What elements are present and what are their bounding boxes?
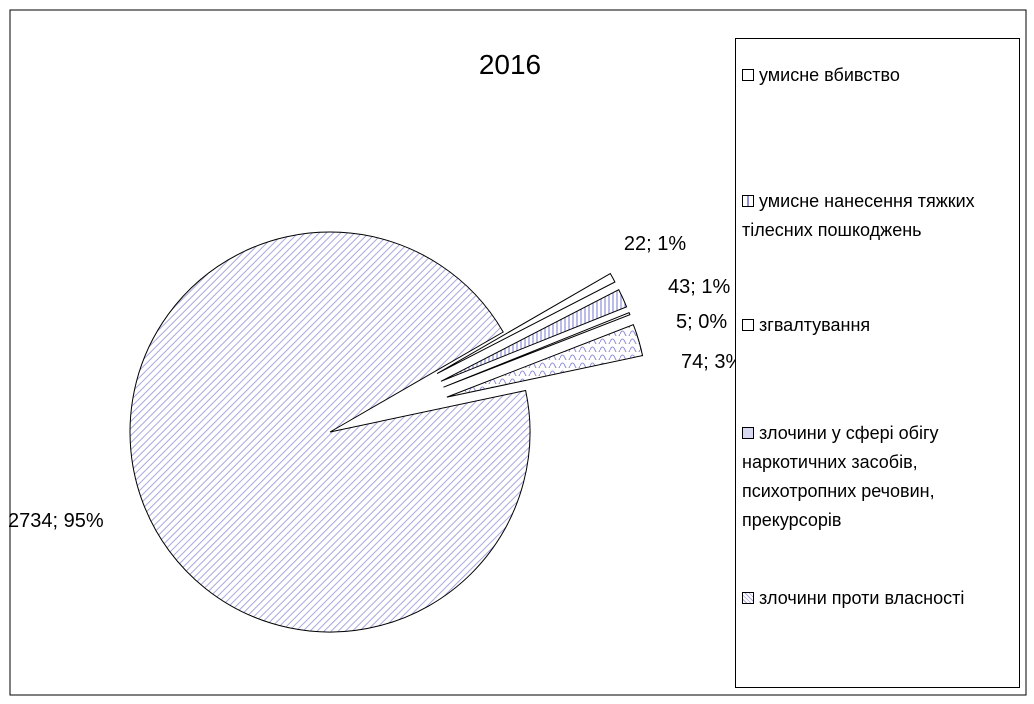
data-label: 43; 1%: [668, 276, 730, 298]
legend: умисне вбивство умисне нанесення тяжких т…: [735, 38, 1020, 688]
data-label: 2734; 95%: [8, 510, 104, 532]
legend-label: злочини проти власності: [759, 588, 965, 608]
legend-swatch: [742, 427, 754, 439]
pie-slice: [440, 289, 628, 382]
legend-entry: злочини у сфері обігу наркотичних засобі…: [742, 419, 1014, 535]
legend-swatch: [742, 69, 754, 81]
legend-entry: умисне нанесення тяжких тілесних пошкодж…: [742, 187, 1014, 245]
legend-label: злочини у сфері обігу наркотичних засобі…: [742, 423, 939, 530]
legend-entry: умисне вбивство: [742, 61, 1014, 90]
legend-swatch: [742, 319, 754, 331]
legend-label: згвалтування: [759, 315, 871, 335]
legend-entry: згвалтування: [742, 311, 1014, 340]
legend-label: умисне нанесення тяжких тілесних пошкодж…: [742, 191, 975, 240]
pie-slice: [436, 272, 616, 374]
pie-slice: [129, 231, 531, 633]
legend-entry: злочини проти власності: [742, 584, 1014, 613]
legend-label: умисне вбивство: [759, 65, 900, 85]
data-label: 22; 1%: [624, 233, 686, 255]
data-label: 5; 0%: [676, 311, 727, 333]
legend-swatch: [742, 592, 754, 604]
pie-slice: [443, 312, 631, 388]
chart-title: 2016: [479, 49, 541, 80]
pie-slice: [446, 323, 644, 398]
legend-swatch: [742, 195, 754, 207]
data-label: 74; 3%: [681, 351, 743, 373]
